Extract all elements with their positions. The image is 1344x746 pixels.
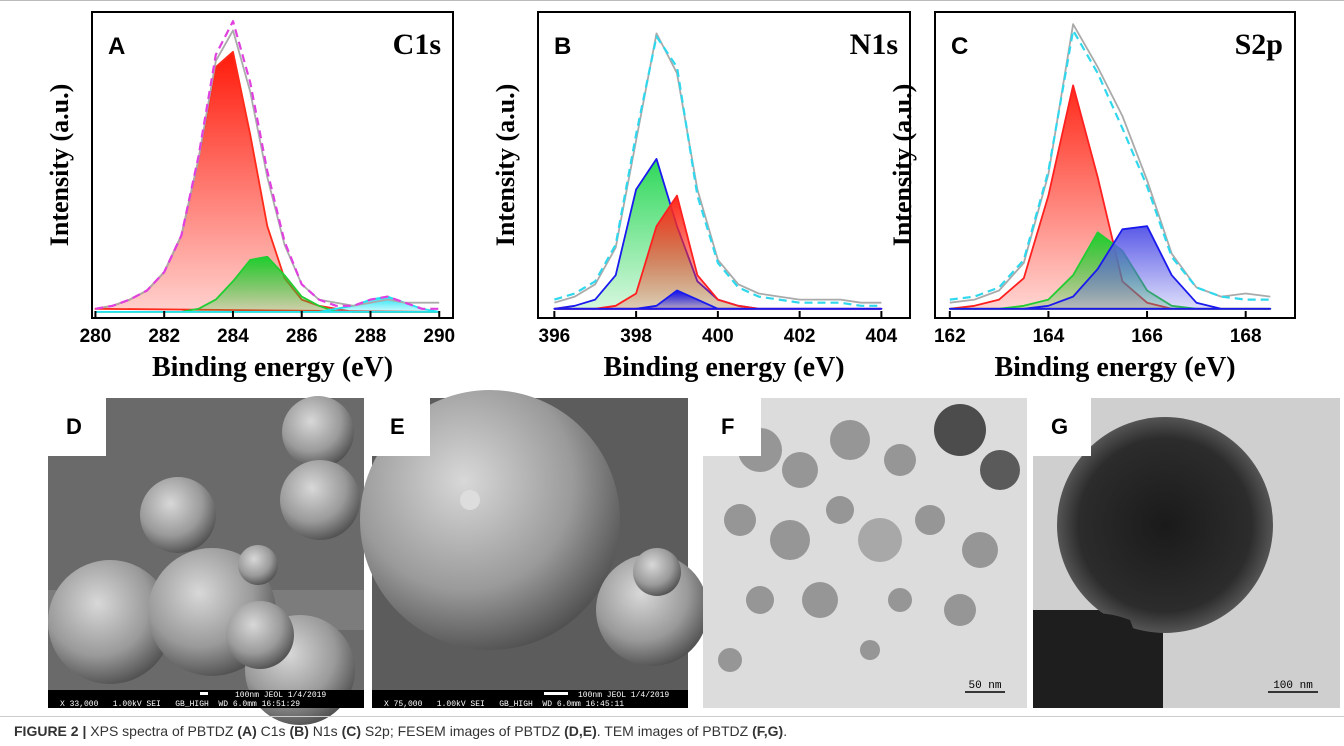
caption-part: (A) (237, 723, 256, 739)
info-bar (372, 690, 688, 708)
panel-label: E (390, 414, 405, 439)
caption-part: (B) (289, 723, 308, 739)
component-area (948, 225, 1272, 310)
particle (633, 548, 681, 596)
info-text: X 33,000 1.00kV SEI GB_HIGH WD 6.0mm 16:… (60, 700, 300, 709)
label-box (1033, 398, 1091, 456)
caption-part: . (783, 723, 787, 739)
x-tick-label: 290 (423, 326, 455, 347)
x-tick-label: 404 (866, 326, 898, 347)
info-text: X 75,000 1.00kV SEI GB_HIGH WD 6.0mm 16:… (384, 700, 624, 709)
particle (280, 460, 360, 540)
component-area (553, 158, 883, 310)
scale-label: 100 nm (1273, 680, 1313, 692)
plot-area (94, 20, 441, 313)
panel-label: D (66, 414, 82, 439)
particle (226, 601, 294, 669)
x-tick-label: 398 (620, 326, 652, 347)
plot-area (948, 23, 1272, 310)
x-tick-label: 288 (355, 326, 387, 347)
particle (1057, 417, 1273, 633)
x-tick-label: 282 (148, 326, 180, 347)
caption-part: (F,G) (752, 723, 783, 739)
x-tick-label: 162 (934, 326, 966, 347)
scale-bar (200, 692, 208, 695)
spectrum-label: S2p (1235, 28, 1283, 61)
x-tick-label: 402 (784, 326, 816, 347)
x-tick-label: 284 (217, 326, 249, 347)
caption-part: N1s (309, 723, 342, 739)
spectrum-label: C1s (393, 28, 441, 61)
caption-part: . TEM images of PBTDZ (597, 723, 752, 739)
panel-label: F (721, 414, 734, 439)
particle (238, 545, 278, 585)
x-tick-label: 164 (1033, 326, 1065, 347)
panel-label: G (1051, 414, 1068, 439)
tem-image-g: G 100 nm (1033, 398, 1340, 708)
label-box (372, 398, 430, 456)
y-axis-label: Intensity (a.u.) (888, 84, 917, 247)
scale-bar (544, 692, 568, 695)
y-axis-label: Intensity (a.u.) (491, 84, 520, 247)
xps-chart: 162 164 166 168 C S2p Binding energy (eV) Inten… (888, 11, 1296, 383)
caption-part: XPS spectra of PBTDZ (90, 723, 237, 739)
caption-part: FIGURE 2 | (14, 723, 90, 739)
x-tick-label: 286 (286, 326, 318, 347)
x-axis-label: Binding energy (eV) (603, 352, 844, 383)
fit-envelope (949, 29, 1271, 301)
label-box (703, 398, 761, 456)
component-area (553, 289, 883, 310)
y-axis-label: Intensity (a.u.) (45, 84, 74, 247)
x-tick-label: 166 (1131, 326, 1163, 347)
info-text: 100nm JEOL 1/4/2019 (578, 691, 669, 700)
panel-letter: A (108, 33, 125, 60)
fit-envelope (554, 35, 882, 307)
particle (460, 490, 480, 510)
x-tick-label: 168 (1230, 326, 1262, 347)
sem-image-e: E 100nm JEOL 1/4/2019 X 75,000 1.00kV SE… (360, 390, 708, 709)
spectrum-label: N1s (850, 28, 898, 61)
info-text: 100nm JEOL 1/4/2019 (235, 691, 326, 700)
caption: FIGURE 2 | XPS spectra of PBTDZ (A) C1s … (14, 723, 787, 739)
spectrum-line (95, 29, 440, 310)
particle (282, 396, 354, 468)
tem-image-f: F 50 nm (703, 398, 1027, 708)
particle-cluster (718, 404, 1020, 672)
plot-area (553, 32, 883, 310)
x-tick-label: 400 (702, 326, 734, 347)
plot-frame (91, 11, 454, 319)
particle (596, 554, 708, 666)
x-tick-label: 396 (539, 326, 571, 347)
x-tick-label: 280 (80, 326, 112, 347)
particle (140, 477, 216, 553)
plot-frame (537, 11, 911, 319)
xps-chart: 280 282 284 286 288 290 A C1s Binding energy (eV… (45, 11, 455, 383)
label-box (48, 398, 106, 456)
particle (1033, 613, 1163, 708)
caption-part: (C) (342, 723, 361, 739)
caption-part: C1s (257, 723, 290, 739)
scale-label: 50 nm (968, 680, 1001, 692)
caption-part: S2p; FESEM images of PBTDZ (361, 723, 564, 739)
x-axis-label: Binding energy (eV) (152, 352, 393, 383)
plot-frame (934, 11, 1296, 319)
particle (48, 560, 172, 684)
panel-letter: B (554, 33, 571, 60)
caption-part: (D,E) (564, 723, 597, 739)
panel-letter: C (951, 33, 968, 60)
sem-image-d: D 100nm JEOL 1/4/2019 X 33,000 1.00kV SE… (48, 396, 364, 725)
x-axis-label: Binding energy (eV) (994, 352, 1235, 383)
fit-envelope (95, 20, 440, 310)
xps-chart: 396 398 400 402 404 B N1s Binding energy (eV) In… (491, 11, 911, 383)
info-bar (48, 690, 364, 708)
